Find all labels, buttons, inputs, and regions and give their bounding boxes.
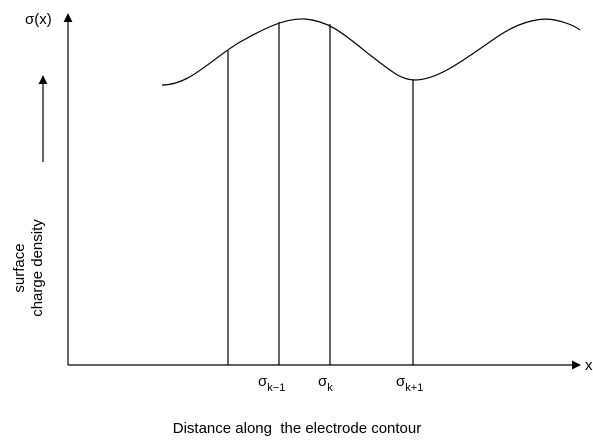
point-base: σ [396,373,406,390]
point-label: σk−1 [258,373,285,394]
point-label: σk [318,373,333,394]
point-sub: k+1 [405,382,423,394]
density-curve [161,18,581,86]
point-base: σ [318,373,328,390]
point-base: σ [258,373,268,390]
point-sub: k−1 [267,382,285,394]
y-axis-label: σ(x) [25,11,52,28]
y-caption-line: surface [11,243,28,292]
point-label: σk+1 [396,373,423,394]
y-caption-line: charge density [29,219,46,317]
caption: Distance along the electrode contour [173,420,422,437]
point-sub: k [327,382,333,394]
x-axis-label: x [585,357,593,374]
